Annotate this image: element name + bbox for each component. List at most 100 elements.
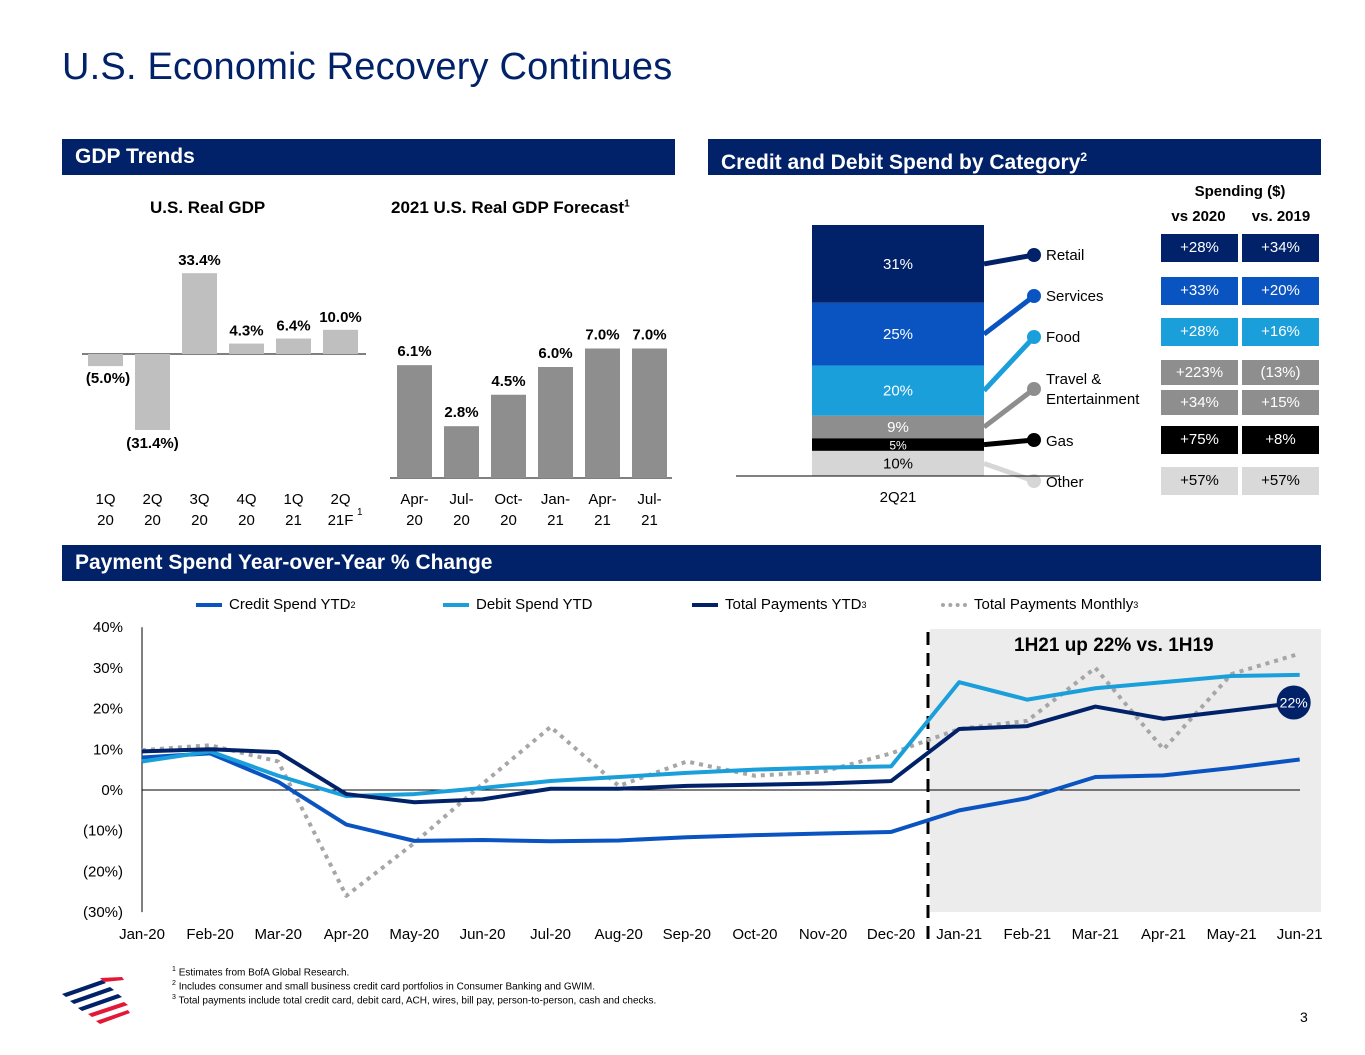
line-chart-x-tick: Jun-21 — [1277, 926, 1323, 943]
line-chart-y-tick: 10% — [93, 741, 123, 758]
line-chart-x-tick: Sep-20 — [663, 926, 711, 943]
spend-category-connector — [983, 437, 1035, 448]
spend-category-connector — [983, 252, 1035, 267]
spend-food-2020: +28% — [1161, 318, 1238, 346]
spend-category-segment-label: 9% — [887, 419, 909, 436]
gdp-charts-svg: (5.0%)1Q20(31.4%)2Q2033.4%3Q204.3%4Q206.… — [82, 225, 1060, 529]
spend-category-dot — [1027, 330, 1041, 344]
line-chart-y-tick: (20%) — [83, 863, 123, 880]
real-gdp-bar — [135, 354, 170, 430]
annotation-text: 1H21 up 22% vs. 1H19 — [1014, 635, 1214, 656]
line-chart-x-tick: May-20 — [389, 926, 439, 943]
line-chart-y-tick: (30%) — [83, 904, 123, 921]
legend-debit: Debit Spend YTD — [443, 596, 592, 613]
real-gdp-tick-label: 1Q — [95, 491, 115, 508]
real-gdp-bar — [276, 338, 311, 354]
legend-credit-label: Credit Spend YTD — [229, 596, 351, 613]
spend-gas-2020: +75% — [1161, 426, 1238, 454]
page-title: U.S. Economic Recovery Continues — [62, 46, 673, 88]
forecast-bar — [538, 367, 573, 478]
line-chart-x-tick: Feb-21 — [1004, 926, 1052, 943]
line-chart-x-tick: Oct-20 — [732, 926, 777, 943]
category-label-gas: Gas — [1046, 433, 1074, 450]
forecast-data-label: 7.0% — [632, 327, 666, 344]
forecast-tick-label: 20 — [500, 512, 517, 529]
ytd-badge-label: 22% — [1280, 694, 1308, 710]
real-gdp-chart: (5.0%) 1Q 20 (31.4%) 2Q 20 33.4% 3Q 20 4.3% 4Q 20 6.… — [82, 252, 366, 529]
footnote-3: 3 Total payments include total credit ca… — [172, 994, 657, 1007]
gdp-forecast-chart: 6.1% Apr- 20 2.8% Jul- 20 4.5% Oct- 20 6.0% Jan- 21… — [390, 327, 672, 529]
forecast-tick-label: Oct- — [494, 491, 522, 508]
page-number: 3 — [1300, 1009, 1308, 1025]
spend-category-segment — [812, 365, 984, 416]
forecast-tick-label: 21 — [594, 512, 611, 529]
legend-monthly-label: Total Payments Monthly — [974, 596, 1134, 613]
forecast-tick-label: Jul- — [637, 491, 661, 508]
line-chart-x-tick: May-21 — [1207, 926, 1257, 943]
legend-credit: Credit Spend YTD 2 — [196, 596, 355, 613]
line-chart-x-tick: Mar-20 — [254, 926, 302, 943]
real-gdp-bar — [182, 273, 217, 354]
spend-services-2020: +33% — [1161, 277, 1238, 305]
real-gdp-bar — [88, 354, 123, 367]
spend-category-segment-label: 10% — [883, 455, 913, 472]
real-gdp-tick-label: 2Q — [142, 491, 162, 508]
debit-spend-line — [141, 672, 1300, 799]
forecast-bar — [397, 365, 432, 478]
real-gdp-tick-label: 20 — [191, 512, 208, 529]
real-gdp-data-label: 33.4% — [178, 252, 221, 269]
real-gdp-data-label: 4.3% — [229, 323, 263, 340]
forecast-bar — [444, 426, 479, 478]
line-chart-y-tick: (10%) — [83, 823, 123, 840]
spend-category-segment — [812, 302, 984, 366]
real-gdp-data-label: (31.4%) — [126, 435, 179, 452]
footnote-1: 1 Estimates from BofA Global Research. — [172, 966, 350, 979]
line-chart-x-tick: Jun-20 — [460, 926, 506, 943]
spend-category-segment — [812, 225, 984, 303]
legend-monthly-sup: 3 — [1133, 599, 1139, 610]
spend-category-segment-label: 20% — [883, 383, 913, 400]
gdp-forecast-title-sup: 1 — [624, 198, 630, 210]
spend-category-dot — [1027, 382, 1041, 396]
forecast-bar — [632, 348, 667, 478]
line-chart-y-tick: 40% — [93, 619, 123, 636]
line-chart-y-tick: 30% — [93, 660, 123, 677]
spend-services-2019: +20% — [1242, 277, 1319, 305]
real-gdp-tick-label: 2Q — [330, 491, 350, 508]
total-payments-line — [141, 700, 1300, 805]
real-gdp-tick-label: 20 — [238, 512, 255, 529]
spending-col-2019: vs. 2019 — [1251, 208, 1311, 225]
real-gdp-data-label: 10.0% — [319, 309, 362, 326]
total-payments-monthly-line — [141, 651, 1301, 898]
real-gdp-bar — [229, 343, 264, 354]
gdp-forecast-title: 2021 U.S. Real GDP Forecast1 — [391, 198, 630, 218]
line-chart-y-tick: 20% — [93, 701, 123, 718]
category-label-other: Other — [1046, 474, 1084, 491]
legend-total-swatch — [692, 602, 718, 607]
real-gdp-data-label: 6.4% — [276, 318, 310, 335]
real-gdp-tick-label: 1Q — [283, 491, 303, 508]
line-chart-y-tick: 0% — [101, 782, 123, 799]
forecast-tick-label: 20 — [453, 512, 470, 529]
forecast-tick-label: Apr- — [588, 491, 616, 508]
forecast-tick-label: 21 — [641, 512, 658, 529]
legend-total-label: Total Payments YTD — [725, 596, 862, 613]
category-label-food: Food — [1046, 329, 1081, 346]
legend-debit-label: Debit Spend YTD — [476, 596, 593, 613]
shaded-1h21-region — [930, 629, 1321, 912]
real-gdp-tick-label: 20 — [97, 512, 114, 529]
real-gdp-tick-label: 4Q — [236, 491, 256, 508]
spend-gas-2019: +8% — [1242, 426, 1319, 454]
payment-spend-header: Payment Spend Year-over-Year % Change — [62, 545, 1321, 581]
spend-retail-2020: +28% — [1161, 234, 1238, 262]
spend-category-dot — [1027, 474, 1041, 488]
legend-debit-swatch — [443, 602, 469, 607]
legend-credit-sup: 2 — [350, 599, 356, 610]
real-gdp-data-label: (5.0%) — [86, 370, 130, 387]
forecast-tick-label: 21 — [547, 512, 564, 529]
legend-credit-swatch — [196, 602, 222, 607]
spending-col-2020: vs 2020 — [1171, 208, 1226, 225]
spend-entertainment-2020: +34% — [1161, 390, 1238, 415]
footnote-2-text: Includes consumer and small business cre… — [178, 981, 595, 993]
payment-spend-header-text: Payment Spend Year-over-Year % Change — [75, 551, 493, 574]
